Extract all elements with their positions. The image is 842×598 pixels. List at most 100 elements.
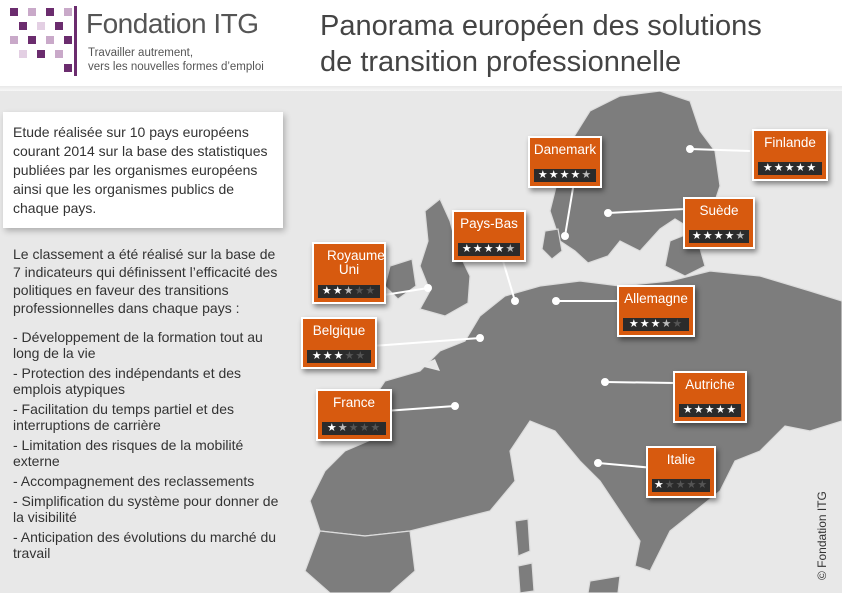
- star-icon: ★: [548, 169, 560, 181]
- indicators-list: - Développement de la formation tout au …: [13, 329, 283, 565]
- copyright: © Fondation ITG: [815, 491, 829, 580]
- star-icon: ★: [704, 404, 716, 416]
- star-icon: ★: [559, 169, 571, 181]
- star-icon: ★: [672, 318, 684, 330]
- rating-stars: ★★★★★: [689, 230, 749, 243]
- tagline-line-2: vers les nouvelles formes d’emploi: [88, 61, 264, 73]
- star-icon: ★: [311, 350, 323, 362]
- country-tag-italie: Italie ★★★★★: [646, 446, 716, 498]
- star-icon: ★: [337, 422, 349, 434]
- star-icon: ★: [628, 318, 640, 330]
- country-tag-suede: Suède ★★★★★: [683, 197, 755, 249]
- star-icon: ★: [365, 285, 377, 297]
- star-icon: ★: [795, 162, 807, 174]
- logo-squares-icon: [10, 8, 72, 72]
- rating-stars: ★★★★★: [322, 422, 386, 435]
- star-icon: ★: [581, 169, 593, 181]
- indicator-item: - Accompagnement des reclassements: [13, 473, 255, 489]
- indicator-item: - Anticipation des évolutions du marché …: [13, 529, 277, 561]
- country-tag-france: France ★★★★★: [316, 389, 392, 441]
- star-icon: ★: [686, 479, 698, 491]
- star-icon: ★: [806, 162, 818, 174]
- star-icon: ★: [355, 350, 367, 362]
- star-icon: ★: [762, 162, 774, 174]
- rating-stars: ★★★★★: [652, 479, 710, 492]
- country-tag-allemagne: Allemagne ★★★★★: [617, 285, 695, 337]
- star-icon: ★: [321, 285, 333, 297]
- indicator-item: - Limitation des risques de la mobilité …: [13, 437, 244, 469]
- intro-text: Etude réalisée sur 10 pays européens cou…: [13, 124, 268, 216]
- logo-divider: [74, 6, 77, 76]
- star-icon: ★: [639, 318, 651, 330]
- country-name: Allemagne: [624, 291, 688, 306]
- tagline-line-1: Travailler autrement,: [88, 47, 194, 59]
- country-name: Pays-Bas: [460, 216, 518, 231]
- rating-stars: ★★★★★: [307, 350, 371, 363]
- star-icon: ★: [570, 169, 582, 181]
- star-icon: ★: [724, 230, 736, 242]
- title-line-2: de transition professionnelle: [320, 46, 682, 78]
- star-icon: ★: [494, 243, 506, 255]
- star-icon: ★: [322, 350, 334, 362]
- star-icon: ★: [784, 162, 796, 174]
- star-icon: ★: [702, 230, 714, 242]
- star-icon: ★: [472, 243, 484, 255]
- star-icon: ★: [344, 350, 356, 362]
- star-icon: ★: [461, 243, 473, 255]
- star-icon: ★: [359, 422, 371, 434]
- star-icon: ★: [370, 422, 382, 434]
- star-icon: ★: [661, 318, 673, 330]
- country-name: Danemark: [533, 142, 597, 157]
- brand-name: Fondation ITG: [86, 8, 259, 39]
- rating-stars: ★★★★★: [623, 318, 689, 331]
- country-tag-danemark: Danemark ★★★★★: [528, 136, 602, 188]
- star-icon: ★: [537, 169, 549, 181]
- rating-stars: ★★★★★: [758, 162, 822, 175]
- methodology-text: Le classement a été réalisé sur la base …: [13, 246, 278, 316]
- country-name: Suède: [699, 203, 739, 218]
- star-icon: ★: [650, 318, 662, 330]
- star-icon: ★: [343, 285, 355, 297]
- star-icon: ★: [505, 243, 517, 255]
- star-icon: ★: [697, 479, 709, 491]
- star-icon: ★: [735, 230, 747, 242]
- brand-tagline: Travailler autrement, vers les nouvelles…: [88, 46, 264, 74]
- star-icon: ★: [691, 230, 703, 242]
- country-name: Finlande: [764, 135, 816, 150]
- indicator-item: - Simplification du système pour donner …: [13, 493, 279, 525]
- rating-stars: ★★★★★: [534, 169, 596, 182]
- country-name: Belgique: [312, 323, 366, 338]
- header: Fondation ITG Travailler autrement, vers…: [0, 0, 842, 88]
- star-icon: ★: [675, 479, 687, 491]
- star-icon: ★: [326, 422, 338, 434]
- indicator-item: - Facilitation du temps partiel et des i…: [13, 401, 234, 433]
- star-icon: ★: [653, 479, 665, 491]
- country-tag-pays-bas: Pays-Bas ★★★★★: [452, 210, 526, 262]
- header-separator: [0, 86, 842, 91]
- star-icon: ★: [333, 350, 345, 362]
- star-icon: ★: [354, 285, 366, 297]
- title-line-1: Panorama européen des solutions: [320, 10, 762, 42]
- star-icon: ★: [693, 404, 705, 416]
- star-icon: ★: [715, 404, 727, 416]
- country-tag-finlande: Finlande ★★★★★: [752, 129, 828, 181]
- country-name: Italie: [666, 452, 696, 467]
- page-title: Panorama européen des solutions de trans…: [320, 8, 762, 80]
- country-tag-royaume-uni: Royaume Uni ★★★★★: [312, 242, 386, 304]
- star-icon: ★: [483, 243, 495, 255]
- country-tag-belgique: Belgique ★★★★★: [301, 317, 377, 369]
- intro-box: [3, 112, 283, 228]
- rating-stars: ★★★★★: [318, 285, 380, 298]
- star-icon: ★: [664, 479, 676, 491]
- country-name: France: [332, 395, 376, 410]
- star-icon: ★: [348, 422, 360, 434]
- rating-stars: ★★★★★: [679, 404, 741, 417]
- country-tag-autriche: Autriche ★★★★★: [673, 371, 747, 423]
- country-name: Royaume Uni: [327, 248, 385, 277]
- indicator-item: - Protection des indépendants et des emp…: [13, 365, 242, 397]
- star-icon: ★: [332, 285, 344, 297]
- country-name: Autriche: [685, 377, 735, 392]
- star-icon: ★: [713, 230, 725, 242]
- star-icon: ★: [682, 404, 694, 416]
- star-icon: ★: [773, 162, 785, 174]
